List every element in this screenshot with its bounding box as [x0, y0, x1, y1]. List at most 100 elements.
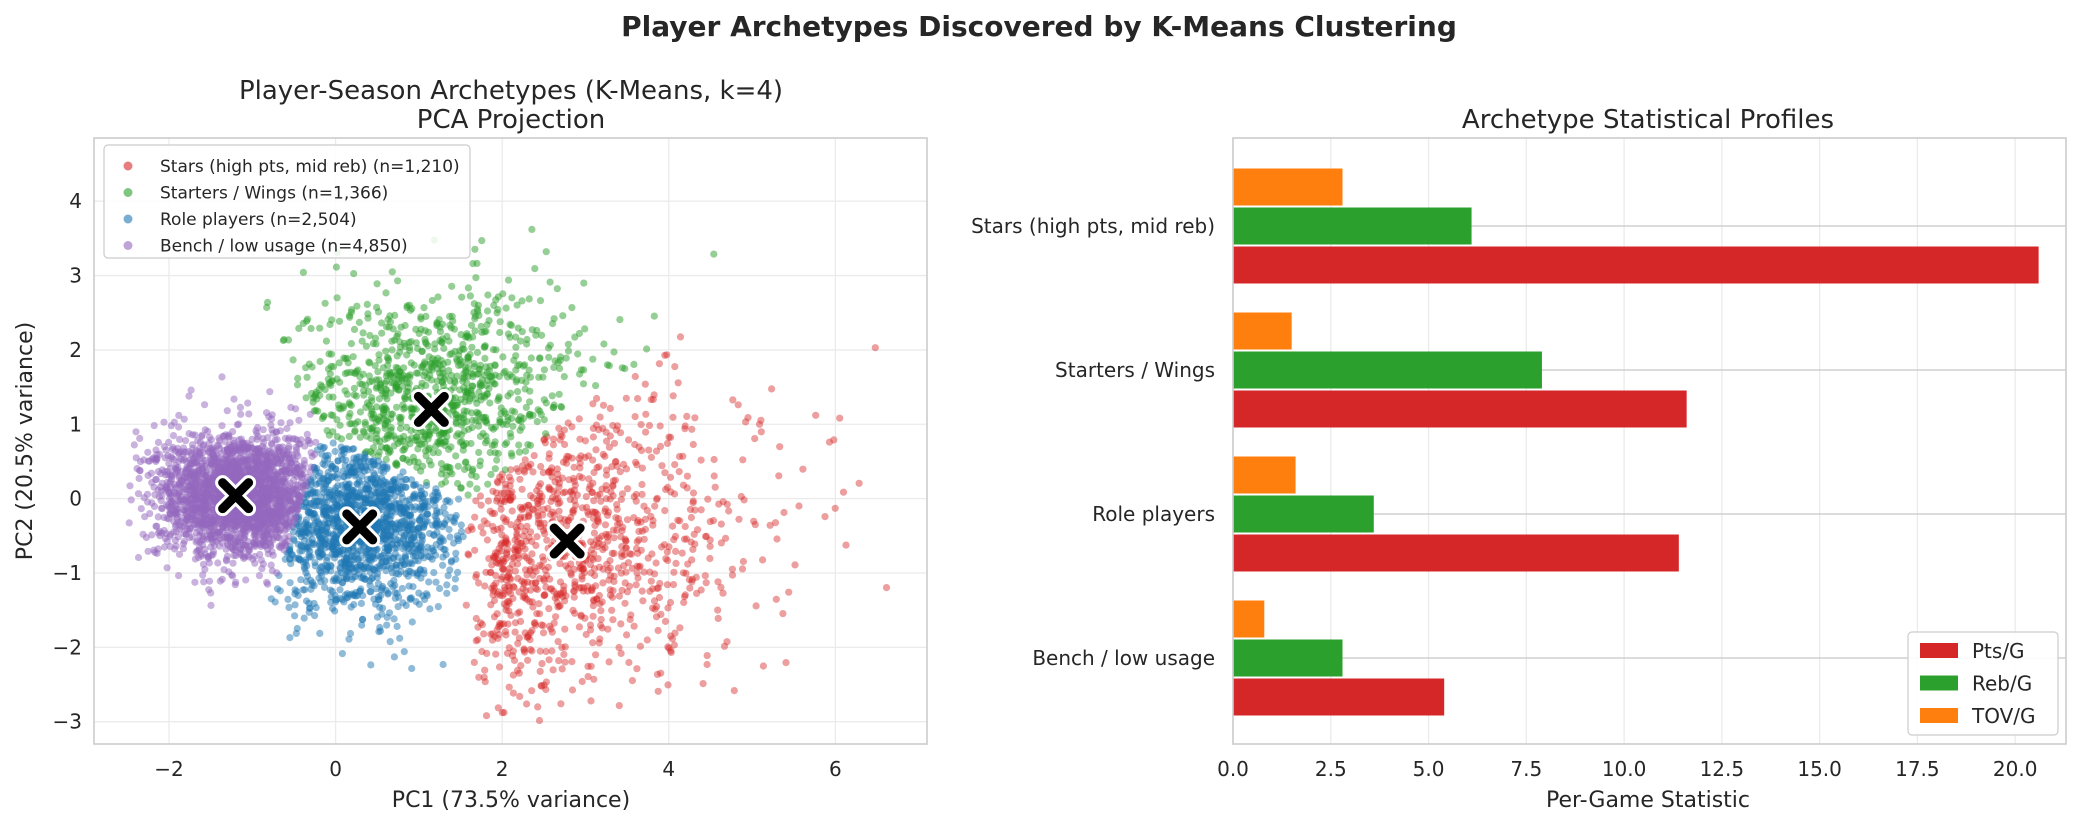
- scatter-point: [463, 417, 471, 426]
- scatter-point: [457, 527, 465, 536]
- scatter-point: [606, 404, 614, 412]
- scatter-point: [546, 575, 554, 583]
- scatter-point: [496, 621, 504, 630]
- scatter-point: [560, 650, 568, 659]
- scatter-point: [702, 579, 710, 587]
- scatter-point: [595, 463, 603, 471]
- scatter-point: [369, 458, 377, 466]
- scatter-point: [526, 598, 534, 606]
- scatter-point: [687, 538, 695, 546]
- scatter-point: [515, 448, 524, 456]
- scatter-point: [569, 508, 577, 517]
- scatter-point: [621, 579, 629, 587]
- scatter-point: [613, 520, 622, 528]
- scatter-point: [319, 505, 327, 513]
- scatter-point: [602, 428, 610, 436]
- scatter-point: [655, 593, 664, 602]
- scatter-point: [283, 424, 291, 433]
- scatter-point: [359, 370, 367, 378]
- scatter-point: [589, 424, 598, 432]
- scatter-point: [768, 385, 776, 393]
- scatter-point: [380, 468, 388, 476]
- scatter-point: [494, 559, 502, 568]
- scatter-point: [338, 578, 347, 587]
- scatter-point: [516, 475, 524, 483]
- scatter-point: [302, 577, 311, 586]
- scatter-point: [478, 237, 486, 245]
- scatter-point: [667, 647, 675, 655]
- scatter-point: [595, 563, 604, 571]
- scatter-point: [499, 555, 507, 563]
- scatter-point: [650, 570, 659, 578]
- scatter-point: [496, 318, 504, 326]
- scatter-point: [545, 485, 553, 493]
- scatter-point: [465, 425, 473, 433]
- scatter-point: [559, 458, 568, 466]
- scatter-point: [402, 601, 410, 610]
- scatter-point: [516, 413, 525, 421]
- scatter-point: [557, 430, 565, 439]
- scatter-point: [590, 565, 599, 573]
- scatter-point: [163, 564, 171, 572]
- scatter-point: [682, 535, 691, 543]
- scatter-point: [473, 485, 481, 493]
- scatter-point: [678, 549, 686, 557]
- scatter-point: [617, 549, 626, 557]
- scatter-point: [613, 526, 621, 535]
- scatter-point: [494, 590, 502, 598]
- scatter-point: [653, 495, 661, 503]
- scatter-point: [524, 441, 532, 449]
- scatter-point: [556, 436, 564, 444]
- scatter-point: [514, 560, 522, 568]
- scatter-point: [609, 482, 617, 490]
- scatter-point: [382, 586, 390, 595]
- scatter-point: [509, 594, 517, 603]
- scatter-point: [452, 452, 460, 460]
- scatter-point: [634, 574, 642, 582]
- scatter-point: [500, 565, 508, 573]
- scatter-point: [359, 543, 367, 551]
- scatter-point: [773, 535, 781, 543]
- scatter-point: [328, 473, 336, 481]
- scatter-point: [521, 361, 529, 369]
- scatter-point: [598, 485, 606, 493]
- scatter-point: [421, 433, 429, 441]
- scatter-point: [472, 614, 480, 623]
- scatter-point: [674, 516, 682, 524]
- scatter-point: [534, 519, 542, 527]
- scatter-point: [682, 569, 690, 578]
- scatter-point: [511, 619, 519, 627]
- scatter-point: [610, 534, 618, 542]
- scatter-point: [663, 439, 672, 447]
- scatter-point: [472, 274, 480, 282]
- scatter-point: [322, 529, 330, 538]
- scatter-point: [706, 518, 714, 526]
- scatter-point: [507, 575, 515, 583]
- scatter-point: [383, 621, 391, 629]
- scatter-point: [589, 639, 597, 647]
- scatter-point: [513, 388, 522, 396]
- scatter-point: [791, 561, 799, 569]
- scatter-point: [622, 544, 630, 552]
- scatter-point: [483, 520, 491, 528]
- scatter-point: [505, 644, 513, 652]
- scatter-point: [481, 666, 489, 674]
- scatter-point: [401, 404, 409, 412]
- scatter-point: [528, 505, 537, 513]
- scatter-point: [311, 559, 319, 567]
- scatter-point: [391, 550, 399, 558]
- scatter-point: [606, 557, 614, 565]
- scatter-point: [341, 494, 349, 502]
- scatter-point: [661, 469, 669, 477]
- scatter-point: [669, 413, 677, 421]
- scatter-point: [585, 510, 593, 519]
- scatter-point: [436, 584, 444, 593]
- scatter-point: [240, 534, 248, 543]
- scatter-point: [514, 546, 522, 554]
- scatter-point: [500, 708, 508, 717]
- scatter-point: [550, 363, 558, 371]
- scatter-point: [596, 490, 604, 498]
- scatter-point: [397, 419, 405, 427]
- scatter-point: [536, 610, 544, 618]
- scatter-point: [529, 494, 537, 502]
